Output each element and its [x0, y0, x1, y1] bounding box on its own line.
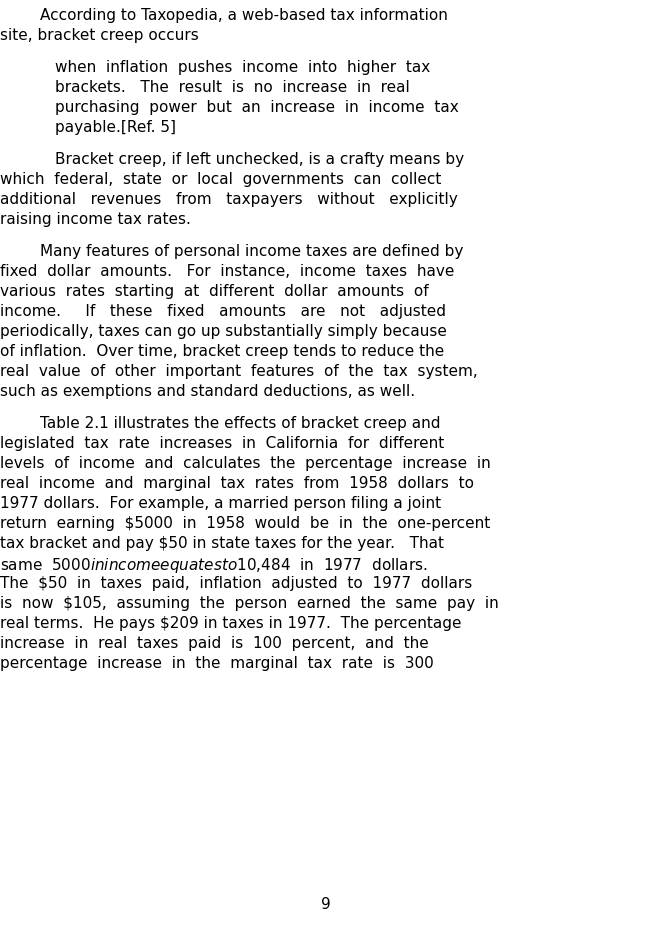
Text: The  $50  in  taxes  paid,  inflation  adjusted  to  1977  dollars: The $50 in taxes paid, inflation adjuste… — [0, 576, 472, 591]
Text: payable.[Ref. 5]: payable.[Ref. 5] — [55, 120, 176, 135]
Text: tax bracket and pay $50 in state taxes for the year.   That: tax bracket and pay $50 in state taxes f… — [0, 536, 444, 551]
Text: Many features of personal income taxes are defined by: Many features of personal income taxes a… — [40, 244, 464, 259]
Text: According to Taxopedia, a web-based tax information: According to Taxopedia, a web-based tax … — [40, 8, 448, 23]
Text: real terms.  He pays $209 in taxes in 1977.  The percentage: real terms. He pays $209 in taxes in 197… — [0, 616, 462, 631]
Text: levels  of  income  and  calculates  the  percentage  increase  in: levels of income and calculates the perc… — [0, 456, 491, 471]
Text: 9: 9 — [321, 897, 330, 912]
Text: raising income tax rates.: raising income tax rates. — [0, 212, 191, 227]
Text: when  inflation  pushes  income  into  higher  tax: when inflation pushes income into higher… — [55, 60, 430, 75]
Text: Bracket creep, if left unchecked, is a crafty means by: Bracket creep, if left unchecked, is a c… — [55, 152, 464, 167]
Text: various  rates  starting  at  different  dollar  amounts  of: various rates starting at different doll… — [0, 284, 428, 299]
Text: of inflation.  Over time, bracket creep tends to reduce the: of inflation. Over time, bracket creep t… — [0, 344, 444, 359]
Text: percentage  increase  in  the  marginal  tax  rate  is  300: percentage increase in the marginal tax … — [0, 656, 434, 671]
Text: is  now  $105,  assuming  the  person  earned  the  same  pay  in: is now $105, assuming the person earned … — [0, 596, 499, 611]
Text: brackets.   The  result  is  no  increase  in  real: brackets. The result is no increase in r… — [55, 80, 409, 95]
Text: real  income  and  marginal  tax  rates  from  1958  dollars  to: real income and marginal tax rates from … — [0, 476, 474, 491]
Text: 1977 dollars.  For example, a married person filing a joint: 1977 dollars. For example, a married per… — [0, 496, 441, 511]
Text: such as exemptions and standard deductions, as well.: such as exemptions and standard deductio… — [0, 384, 415, 399]
Text: increase  in  real  taxes  paid  is  100  percent,  and  the: increase in real taxes paid is 100 perce… — [0, 636, 429, 651]
Text: real  value  of  other  important  features  of  the  tax  system,: real value of other important features o… — [0, 364, 478, 379]
Text: same  $5000  in  income  equates  to  $10,484  in  1977  dollars.: same $5000 in income equates to $10,484 … — [0, 556, 428, 575]
Text: site, bracket creep occurs: site, bracket creep occurs — [0, 28, 199, 43]
Text: periodically, taxes can go up substantially simply because: periodically, taxes can go up substantia… — [0, 324, 447, 339]
Text: fixed  dollar  amounts.   For  instance,  income  taxes  have: fixed dollar amounts. For instance, inco… — [0, 264, 454, 279]
Text: additional   revenues   from   taxpayers   without   explicitly: additional revenues from taxpayers witho… — [0, 192, 458, 207]
Text: which  federal,  state  or  local  governments  can  collect: which federal, state or local government… — [0, 172, 441, 187]
Text: income.     If   these   fixed   amounts   are   not   adjusted: income. If these fixed amounts are not a… — [0, 304, 446, 319]
Text: return  earning  $5000  in  1958  would  be  in  the  one-percent: return earning $5000 in 1958 would be in… — [0, 516, 490, 531]
Text: Table 2.1 illustrates the effects of bracket creep and: Table 2.1 illustrates the effects of bra… — [40, 416, 441, 431]
Text: purchasing  power  but  an  increase  in  income  tax: purchasing power but an increase in inco… — [55, 100, 459, 115]
Text: legislated  tax  rate  increases  in  California  for  different: legislated tax rate increases in Califor… — [0, 436, 444, 451]
